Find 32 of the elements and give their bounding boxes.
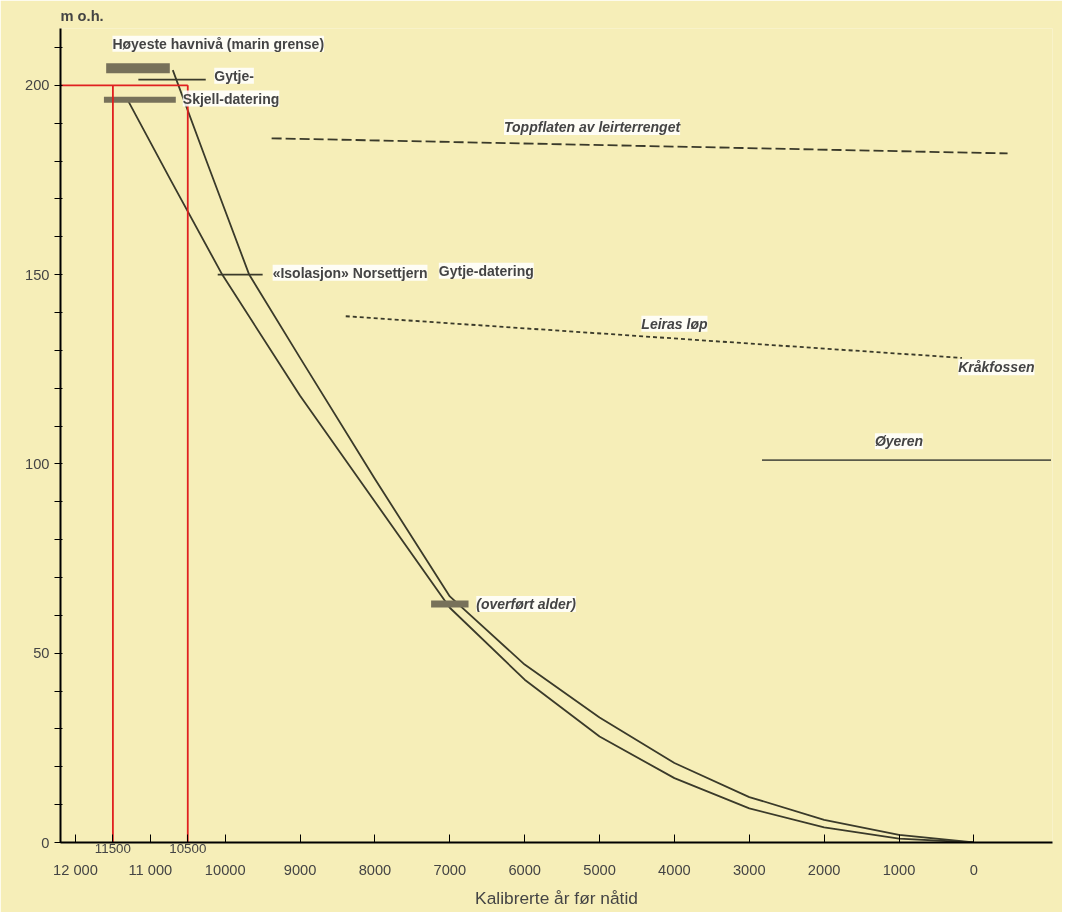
x-tick-label: 7000: [433, 861, 467, 878]
y-tick-label: 150: [25, 266, 50, 283]
x-tick-label: 2000: [807, 861, 841, 878]
annotation: Høyeste havnivå (marin grense): [112, 35, 325, 52]
annotation: Leiras løp: [641, 315, 708, 332]
x-tick-label: 6000: [508, 861, 541, 878]
annotation: Gytje-: [214, 67, 255, 84]
y-tick-label: 50: [33, 645, 50, 662]
annotation: 11500: [94, 840, 131, 856]
x-tick-label: 10000: [204, 861, 246, 878]
annotation: Gytje-datering: [438, 262, 534, 279]
annotation: Toppflaten av leirterrenget: [504, 118, 682, 135]
y-tick-label: 100: [25, 455, 50, 472]
x-tick-label: 9000: [283, 861, 317, 878]
x-tick-label: 4000: [658, 861, 691, 878]
x-tick-label: 11 000: [128, 861, 173, 878]
x-tick-label: 1000: [882, 861, 916, 878]
y-axis-title: m o.h.: [60, 7, 104, 24]
x-tick-label: 3000: [732, 861, 766, 878]
x-tick-label: 8000: [358, 861, 392, 878]
annotation: Skjell-datering: [182, 90, 280, 107]
annotation: «Isolasjon» Norsettjern: [272, 264, 428, 281]
y-tick-label: 200: [25, 77, 50, 94]
x-tick-label: 12 000: [53, 861, 98, 878]
y-tick-label: 0: [41, 834, 50, 851]
x-axis-title: Kalibrerte år før nåtid: [475, 887, 638, 908]
annotation: Kråkfossen: [958, 359, 1035, 376]
x-tick-label: 5000: [583, 861, 616, 878]
x-tick-label: 0: [969, 861, 978, 878]
annotation: Øyeren: [874, 433, 924, 450]
annotation: 10500: [169, 840, 207, 856]
annotation: (overført alder): [476, 595, 577, 612]
